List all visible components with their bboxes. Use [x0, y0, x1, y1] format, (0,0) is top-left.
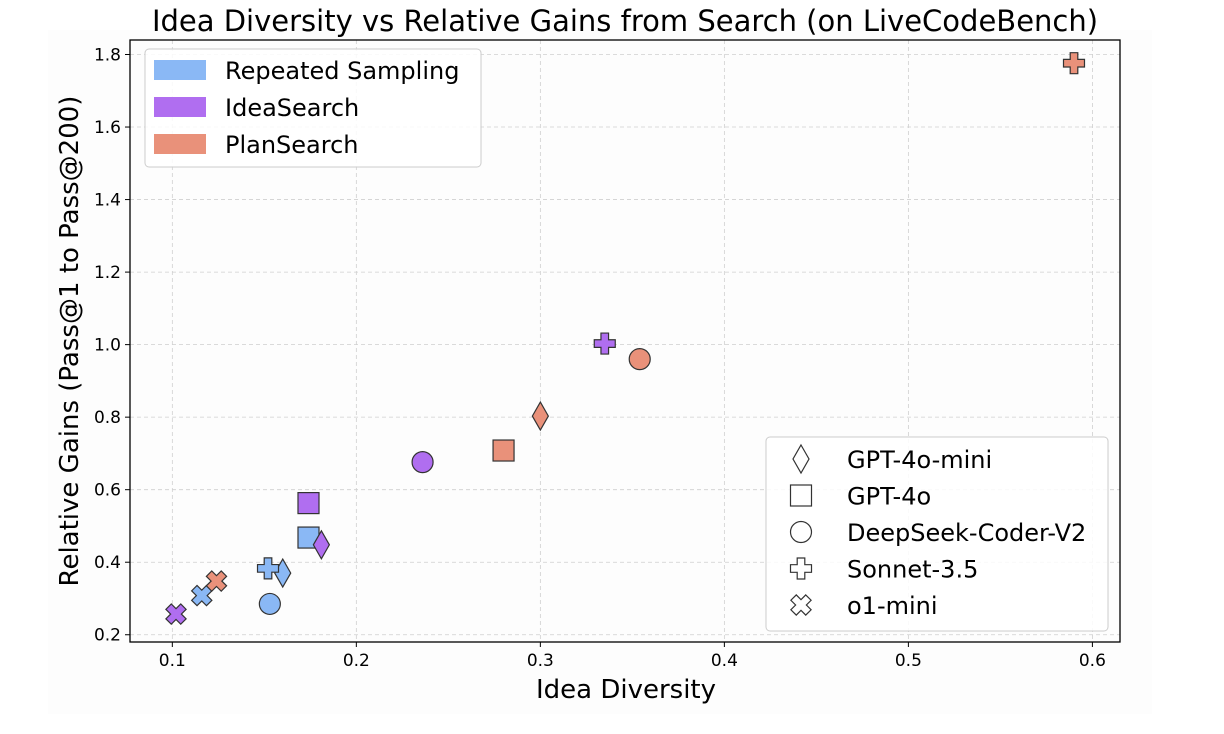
x-tick-label: 0.4: [711, 651, 738, 671]
model-legend: GPT-4o-mini GPT-4o DeepSeek-Coder-V2 Sonnet…: [765, 436, 1109, 632]
point-plansearch-sonnet-3-5: [1062, 52, 1086, 75]
model-legend-marker: [790, 594, 812, 616]
method-legend-label: IdeaSearch: [225, 94, 359, 122]
y-tick-label: 1.4: [94, 191, 121, 211]
y-tick-label: 0.6: [94, 481, 121, 501]
y-tick-label: 1.2: [94, 263, 121, 283]
point-ideasearch-gpt-4o-mini: [312, 529, 331, 561]
point-plansearch-gpt-4o: [492, 439, 515, 462]
x-tick-label: 0.5: [895, 651, 922, 671]
model-legend-marker: [789, 520, 813, 544]
y-tick-label: 1.6: [94, 118, 121, 138]
model-legend-label: GPT-4o: [847, 483, 931, 511]
chart-title: Idea Diversity vs Relative Gains from Se…: [152, 4, 1098, 38]
point-plansearch-gpt-4o-mini: [531, 400, 550, 432]
y-tick-label: 0.4: [94, 553, 121, 573]
model-legend-marker: [792, 443, 810, 475]
method-legend-label: PlanSearch: [225, 131, 359, 159]
y-tick-label: 0.2: [94, 626, 121, 646]
method-legend-label: Repeated Sampling: [225, 57, 459, 85]
plot-frame: [129, 39, 1121, 643]
model-legend-label: DeepSeek-Coder-V2: [847, 519, 1086, 547]
point-repeated-sampling-sonnet-3-5: [256, 557, 280, 580]
model-legend-marker: [789, 484, 813, 507]
model-legend-marker: [789, 557, 813, 580]
y-tick-label: 1.8: [94, 46, 121, 66]
point-ideasearch-sonnet-3-5: [593, 332, 616, 355]
data-points: [165, 52, 1086, 626]
y-axis-label: Relative Gains (Pass@1 to Pass@200): [55, 96, 85, 587]
x-axis-label: Idea Diversity: [536, 675, 716, 705]
model-legend-label: Sonnet-3.5: [847, 556, 978, 584]
model-legend-box: [765, 436, 1109, 632]
method-legend-box: [144, 48, 482, 168]
model-legend-label: o1-mini: [847, 592, 938, 620]
model-legend-label: GPT-4o-mini: [847, 446, 992, 474]
point-ideasearch-o1-mini: [165, 603, 187, 626]
point-plansearch-deepseek-coder-v2: [628, 348, 651, 371]
point-plansearch-o1-mini: [205, 570, 228, 593]
point-repeated-sampling-o1-mini: [190, 584, 213, 607]
method-legend: Repeated Sampling IdeaSearch PlanSearch: [144, 48, 482, 168]
point-repeated-sampling-deepseek-coder-v2: [258, 592, 281, 616]
x-tick-label: 0.1: [159, 651, 186, 671]
point-ideasearch-gpt-4o: [297, 492, 320, 515]
method-legend-swatch: [154, 134, 206, 154]
axis-ticks: 0.1 0.2 0.3 0.4 0.5 0.6 0.2 0.4 0.6 0.8 1.0 1.2 1.4 1…: [94, 46, 1106, 671]
method-legend-swatch: [154, 60, 206, 80]
y-tick-label: 0.8: [94, 408, 121, 428]
y-tick-label: 1.0: [94, 336, 121, 356]
x-tick-label: 0.3: [527, 651, 554, 671]
method-legend-swatch: [154, 97, 206, 117]
x-tick-label: 0.6: [1079, 651, 1106, 671]
x-tick-label: 0.2: [343, 651, 370, 671]
point-ideasearch-deepseek-coder-v2: [411, 451, 434, 474]
